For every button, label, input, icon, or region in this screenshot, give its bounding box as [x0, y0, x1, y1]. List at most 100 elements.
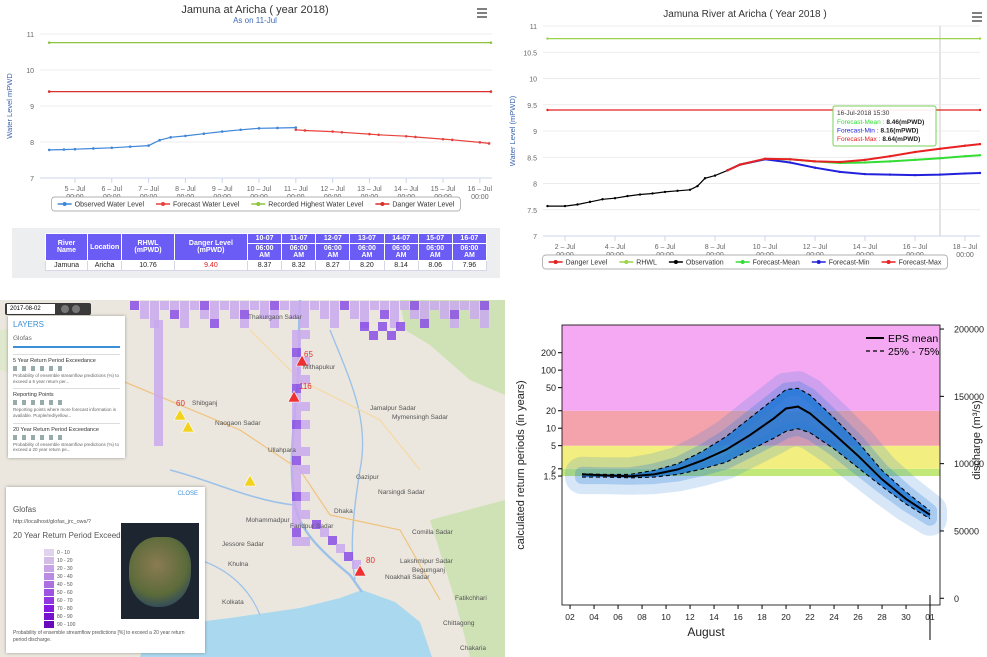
- layer-item[interactable]: 5 Year Return Period Exceedance Probabili…: [13, 354, 120, 388]
- exceedance-cell: [180, 319, 189, 328]
- x-tick-label: 18 – Jul 00:00: [953, 244, 978, 259]
- y-tick-label: 20: [546, 406, 556, 416]
- y-tick-label: 8: [30, 140, 34, 147]
- legend-label: EPS mean: [888, 333, 938, 345]
- exceedance-cell: [292, 420, 301, 429]
- exceedance-cell: [330, 310, 339, 319]
- legend-row: 10 - 20: [44, 557, 73, 565]
- data-point: [489, 90, 493, 93]
- data-point: [62, 148, 66, 151]
- place-label: Chittagong: [443, 620, 475, 627]
- exceedance-cell: [292, 357, 301, 366]
- x-tick-label: 30: [901, 612, 911, 622]
- exceedance-cell: [140, 310, 149, 319]
- x-tick-label: 22: [805, 612, 815, 622]
- cell: 10.76: [121, 260, 175, 271]
- prev-button[interactable]: [61, 305, 69, 313]
- data-point: [239, 128, 242, 132]
- legend-row: 90 - 100: [44, 621, 75, 629]
- data-point: [863, 158, 867, 162]
- exceedance-cell: [369, 331, 378, 340]
- legend-item: Forecast-Mean: [735, 260, 800, 267]
- y2-tick-label: 0: [954, 594, 959, 604]
- mean-line: [581, 405, 931, 516]
- legend-label: Forecast Water Level: [173, 202, 240, 209]
- column-header: RHWL (mPWD): [121, 233, 175, 261]
- x-tick-label: 08: [637, 612, 647, 622]
- exceedance-cell: [150, 301, 159, 310]
- data-point: [331, 130, 334, 133]
- data-point: [184, 134, 187, 138]
- exceedance-cell: [154, 365, 163, 374]
- data-point: [813, 166, 817, 169]
- exceedance-cell: [380, 301, 389, 310]
- legend-label: 50 - 60: [57, 590, 73, 596]
- exceedance-cell: [340, 301, 349, 310]
- legend-swatch: [44, 581, 54, 589]
- exceedance-cell: [210, 301, 219, 310]
- exceedance-cell: [390, 319, 399, 328]
- exceedance-cell: [292, 456, 301, 465]
- exceedance-cell: [312, 520, 321, 529]
- legend-marker: [256, 202, 261, 206]
- place-label: Mymensingh Sadar: [392, 414, 449, 421]
- exceedance-cell: [292, 429, 301, 438]
- group-label: Glofas: [13, 335, 32, 342]
- cell: 9.40: [173, 260, 249, 271]
- exceedance-cell: [387, 331, 396, 340]
- quantile-line: [581, 387, 931, 512]
- layer-item[interactable]: 20 Year Return Period Exceedance Probabil…: [13, 422, 120, 457]
- legend-swatch: [44, 621, 54, 629]
- exceedance-cell: [250, 301, 259, 310]
- exceedance-cell: [410, 301, 419, 310]
- date[interactable]: 2017-08-02: [7, 304, 55, 314]
- layer-description: Probability of ensemble streamflow predi…: [13, 441, 120, 453]
- exceedance-cell: [301, 537, 310, 546]
- data-point: [978, 108, 982, 112]
- next-button[interactable]: [72, 305, 80, 313]
- data-point: [788, 158, 792, 161]
- exceedance-cell: [320, 301, 329, 310]
- series-line: [727, 143, 981, 172]
- exceedance-cell: [180, 310, 189, 319]
- data-point: [450, 138, 454, 142]
- header-row: 06:00 AM 06:00 AM 06:00 AM 06:00 AM 06:00 AM…: [46, 243, 488, 261]
- data-point: [404, 134, 408, 138]
- y-tick-label: 10.5: [523, 50, 537, 57]
- exceedance-cell: [460, 301, 469, 310]
- time-header: 06:00 AM: [383, 243, 419, 261]
- tooltip-label: Forecast-Mean :: [837, 119, 885, 126]
- legend-swatch: [44, 597, 54, 605]
- legend-label: 90 - 100: [57, 622, 76, 628]
- place-label: Naogaon Sadar: [215, 420, 261, 427]
- exceedance-cell: [190, 301, 199, 310]
- close-button[interactable]: CLOSE: [177, 491, 198, 497]
- layer-item[interactable]: Reporting Points Reporting points where m…: [13, 388, 120, 422]
- exceedance-cell: [440, 301, 449, 310]
- exceedance-cell: [301, 465, 310, 474]
- exceedance-cell: [470, 310, 479, 319]
- exceedance-cell: [292, 501, 301, 510]
- exceedance-cell: [380, 310, 389, 319]
- y-tick-label: 11: [27, 32, 34, 39]
- exceedance-cell: [328, 536, 337, 545]
- data-point: [696, 184, 699, 188]
- data-point: [626, 194, 629, 198]
- layers-title[interactable]: LAYERS: [13, 320, 44, 329]
- place-label: Thakurgaon Sadar: [248, 314, 303, 321]
- exceedance-cell: [292, 528, 301, 537]
- place-label: Narsingdi Sadar: [378, 489, 425, 496]
- opacity-slider[interactable]: [13, 346, 120, 348]
- return-period-band: [562, 325, 940, 411]
- exceedance-cell: [292, 348, 301, 357]
- layer-description: Probability of ensemble streamflow predi…: [13, 373, 120, 384]
- layers-panel: LAYERS Glofas 5 Year Return Period Excee…: [8, 316, 125, 458]
- legend-label: 40 - 50: [57, 582, 73, 588]
- exceedance-cell: [240, 310, 249, 319]
- date-control[interactable]: 2017-08-02: [5, 303, 91, 315]
- data-point: [441, 137, 445, 141]
- exceedance-cell: [450, 301, 459, 310]
- data-point: [73, 147, 77, 151]
- place-label: Noakhali Sadar: [385, 574, 430, 581]
- y-tick-label: 8.5: [527, 155, 537, 162]
